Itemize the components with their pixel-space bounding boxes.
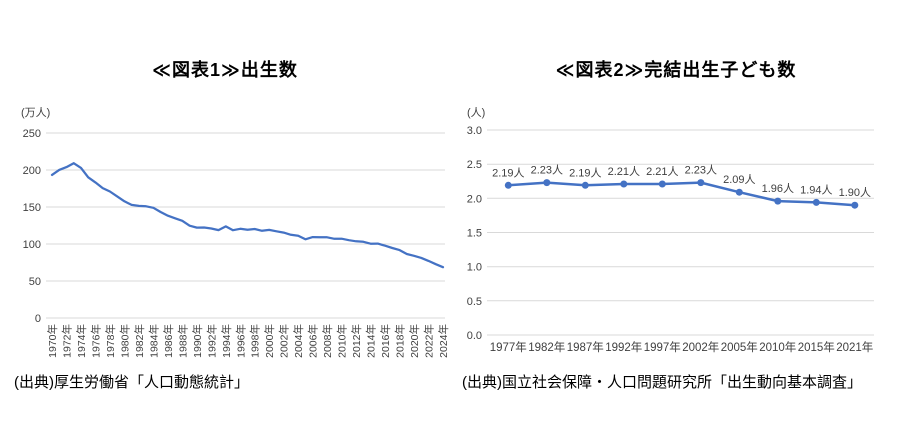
y-tick-labels: 0.0 0.5 1.0 1.5 2.0 2.5 3.0 <box>467 125 482 342</box>
svg-text:1974年: 1974年 <box>75 324 88 358</box>
svg-text:1994年: 1994年 <box>220 324 233 358</box>
svg-text:2.0: 2.0 <box>467 193 482 205</box>
svg-text:1972年: 1972年 <box>61 324 74 358</box>
svg-text:1.90人: 1.90人 <box>839 186 871 199</box>
series-line <box>507 181 857 207</box>
svg-text:50: 50 <box>29 276 41 288</box>
svg-text:1990年: 1990年 <box>191 324 204 358</box>
figure2-yaxis-unit: (人) <box>467 107 486 119</box>
svg-text:1992年: 1992年 <box>205 324 218 358</box>
svg-text:2014年: 2014年 <box>365 324 378 358</box>
x-tick-labels: 1977年 1982年 1987年 1992年 1997年 2002年 2005年 2010年… <box>490 340 874 354</box>
x-tick-labels: 1970年 1972年 1974年 1976年 1978年 1980年 1982年 1984年… <box>46 324 450 358</box>
svg-text:1976年: 1976年 <box>89 324 102 358</box>
svg-text:3.0: 3.0 <box>467 125 482 137</box>
svg-text:150: 150 <box>23 202 41 214</box>
svg-text:1.0: 1.0 <box>467 262 482 274</box>
svg-text:1970年: 1970年 <box>46 324 59 358</box>
svg-text:2.21人: 2.21人 <box>646 165 678 178</box>
svg-text:1992年: 1992年 <box>605 340 642 354</box>
svg-text:0: 0 <box>35 313 41 325</box>
svg-text:1988年: 1988年 <box>176 324 189 358</box>
svg-text:2005年: 2005年 <box>721 340 758 354</box>
gridlines <box>46 132 445 319</box>
svg-text:1978年: 1978年 <box>104 324 117 358</box>
svg-text:250: 250 <box>23 128 41 140</box>
svg-text:1.94人: 1.94人 <box>800 183 832 196</box>
svg-text:2012年: 2012年 <box>350 324 363 358</box>
figure1-line-chart: 0 50 100 150 200 250 1970年 1972年 1974年 1976年 1978年… <box>23 128 450 358</box>
markers <box>504 179 859 209</box>
svg-text:1996年: 1996年 <box>234 324 247 358</box>
figure2-title: ≪図表2≫完結出生子ども数 <box>555 60 797 80</box>
figure1-title: ≪図表1≫出生数 <box>152 60 298 80</box>
svg-text:2010年: 2010年 <box>759 340 796 354</box>
svg-text:1984年: 1984年 <box>147 324 160 358</box>
svg-text:2022年: 2022年 <box>423 324 436 358</box>
svg-text:2008年: 2008年 <box>321 324 334 358</box>
figure2-source: (出典)国立社会保障・人口問題研究所「出生動向基本調査」 <box>462 374 862 391</box>
data-labels: 2.19人 2.23人 2.19人 2.21人 2.21人 2.23人 2.09人 1.96人… <box>492 164 871 200</box>
svg-text:2.19人: 2.19人 <box>569 166 601 179</box>
svg-text:0.0: 0.0 <box>467 330 482 342</box>
series-line <box>50 162 445 269</box>
svg-text:2006年: 2006年 <box>307 324 320 358</box>
svg-text:1.5: 1.5 <box>467 228 482 240</box>
svg-text:2010年: 2010年 <box>336 324 349 358</box>
svg-text:2002年: 2002年 <box>278 324 291 358</box>
figure1-source: (出典)厚生労働省「人口動態統計」 <box>14 374 249 391</box>
svg-text:1998年: 1998年 <box>249 324 262 358</box>
gridlines <box>487 129 874 336</box>
svg-text:1977年: 1977年 <box>490 340 527 354</box>
svg-text:2016年: 2016年 <box>379 324 392 358</box>
svg-text:2002年: 2002年 <box>682 340 719 354</box>
svg-text:1982年: 1982年 <box>133 324 146 358</box>
figure1-yaxis-unit: (万人) <box>21 107 51 119</box>
svg-text:2.09人: 2.09人 <box>723 173 755 186</box>
svg-text:2020年: 2020年 <box>408 324 421 358</box>
svg-text:100: 100 <box>23 239 41 251</box>
svg-text:2004年: 2004年 <box>292 324 305 358</box>
svg-text:1982年: 1982年 <box>528 340 565 354</box>
figure2-line-chart: 0.0 0.5 1.0 1.5 2.0 2.5 3.0 1977年 1982年 1987年 1992… <box>467 125 874 354</box>
svg-text:200: 200 <box>23 165 41 177</box>
svg-text:0.5: 0.5 <box>467 296 482 308</box>
svg-text:2.23人: 2.23人 <box>685 164 717 177</box>
svg-text:2018年: 2018年 <box>394 324 407 358</box>
y-tick-labels: 0 50 100 150 200 250 <box>23 128 41 325</box>
svg-text:2015年: 2015年 <box>798 340 835 354</box>
svg-text:1.96人: 1.96人 <box>762 182 794 195</box>
svg-text:1997年: 1997年 <box>644 340 681 354</box>
svg-text:2.21人: 2.21人 <box>608 165 640 178</box>
svg-text:2024年: 2024年 <box>437 324 450 358</box>
svg-text:2021年: 2021年 <box>836 340 873 354</box>
svg-text:1980年: 1980年 <box>118 324 131 358</box>
svg-text:2.23人: 2.23人 <box>531 164 563 177</box>
svg-text:1986年: 1986年 <box>162 324 175 358</box>
svg-text:2000年: 2000年 <box>263 324 276 358</box>
svg-text:2.19人: 2.19人 <box>492 166 524 179</box>
svg-text:1987年: 1987年 <box>567 340 604 354</box>
svg-text:2.5: 2.5 <box>467 159 482 171</box>
